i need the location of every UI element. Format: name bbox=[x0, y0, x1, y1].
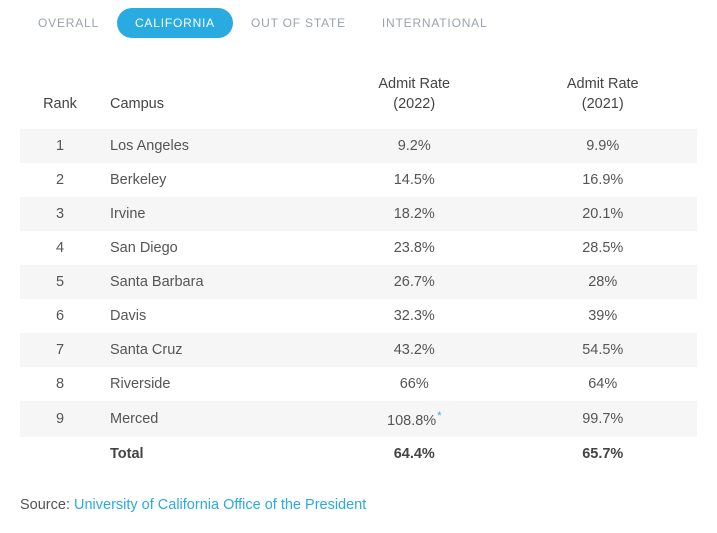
cell-rate-2021: 99.7% bbox=[509, 401, 698, 438]
cell-total-2022: 64.4% bbox=[320, 437, 509, 471]
col-header-rate-2021: Admit Rate (2021) bbox=[509, 66, 698, 129]
cell-rank bbox=[20, 437, 100, 471]
cell-rate-2021: 28.5% bbox=[509, 231, 698, 265]
col-header-rate-2021-l2: (2021) bbox=[582, 96, 624, 112]
cell-rate-2022: 26.7% bbox=[320, 265, 509, 299]
table-row: 9Merced108.8%*99.7% bbox=[20, 401, 697, 438]
cell-rank: 4 bbox=[20, 231, 100, 265]
cell-rate-2022: 14.5% bbox=[320, 163, 509, 197]
col-header-campus: Campus bbox=[100, 66, 320, 129]
cell-campus: San Diego bbox=[100, 231, 320, 265]
source-link[interactable]: University of California Office of the P… bbox=[74, 497, 366, 513]
cell-campus: Merced bbox=[100, 401, 320, 438]
tab-overall[interactable]: OVERALL bbox=[20, 8, 117, 38]
cell-total-2021: 65.7% bbox=[509, 437, 698, 471]
cell-rate-2021: 39% bbox=[509, 299, 698, 333]
table-row: 3Irvine18.2%20.1% bbox=[20, 197, 697, 231]
cell-rate-2021: 16.9% bbox=[509, 163, 698, 197]
tab-international[interactable]: INTERNATIONAL bbox=[364, 8, 506, 38]
table-row: 1Los Angeles9.2%9.9% bbox=[20, 129, 697, 163]
col-header-rate-2022-l1: Admit Rate bbox=[378, 76, 450, 92]
cell-rate-2022: 43.2% bbox=[320, 333, 509, 367]
cell-rate-2022: 23.8% bbox=[320, 231, 509, 265]
cell-rank: 2 bbox=[20, 163, 100, 197]
cell-rate-2021: 9.9% bbox=[509, 129, 698, 163]
cell-rate-2022: 66% bbox=[320, 367, 509, 401]
table-row: 2Berkeley14.5%16.9% bbox=[20, 163, 697, 197]
tab-bar: OVERALLCALIFORNIAOUT OF STATEINTERNATION… bbox=[20, 8, 697, 38]
col-header-rate-2022: Admit Rate (2022) bbox=[320, 66, 509, 129]
cell-campus: Davis bbox=[100, 299, 320, 333]
cell-rate-2021: 64% bbox=[509, 367, 698, 401]
cell-rank: 9 bbox=[20, 401, 100, 438]
footnote-marker: * bbox=[437, 410, 441, 422]
col-header-rate-2021-l1: Admit Rate bbox=[567, 76, 639, 92]
cell-campus: Santa Barbara bbox=[100, 265, 320, 299]
tab-california[interactable]: CALIFORNIA bbox=[117, 8, 233, 38]
col-header-rank: Rank bbox=[20, 66, 100, 129]
cell-rate-2022: 18.2% bbox=[320, 197, 509, 231]
cell-campus: Berkeley bbox=[100, 163, 320, 197]
table-row: 7Santa Cruz43.2%54.5% bbox=[20, 333, 697, 367]
source-line: Source: University of California Office … bbox=[20, 497, 697, 513]
col-header-rate-2022-l2: (2022) bbox=[393, 96, 435, 112]
table-row: 5Santa Barbara26.7%28% bbox=[20, 265, 697, 299]
source-prefix: Source: bbox=[20, 497, 74, 513]
cell-rate-2022: 108.8%* bbox=[320, 401, 509, 438]
cell-rank: 3 bbox=[20, 197, 100, 231]
cell-campus: Irvine bbox=[100, 197, 320, 231]
cell-rate-2021: 20.1% bbox=[509, 197, 698, 231]
cell-campus: Santa Cruz bbox=[100, 333, 320, 367]
table-row: 8Riverside66%64% bbox=[20, 367, 697, 401]
tab-out-of-state[interactable]: OUT OF STATE bbox=[233, 8, 364, 38]
cell-rank: 5 bbox=[20, 265, 100, 299]
cell-rate-2022: 32.3% bbox=[320, 299, 509, 333]
cell-rank: 7 bbox=[20, 333, 100, 367]
cell-total-label: Total bbox=[100, 437, 320, 471]
table-row: 6Davis32.3%39% bbox=[20, 299, 697, 333]
cell-campus: Los Angeles bbox=[100, 129, 320, 163]
cell-rate-2021: 28% bbox=[509, 265, 698, 299]
cell-campus: Riverside bbox=[100, 367, 320, 401]
cell-rank: 6 bbox=[20, 299, 100, 333]
admit-rate-table: Rank Campus Admit Rate (2022) Admit Rate… bbox=[20, 66, 697, 471]
cell-rate-2022: 9.2% bbox=[320, 129, 509, 163]
cell-rank: 8 bbox=[20, 367, 100, 401]
table-row: 4San Diego23.8%28.5% bbox=[20, 231, 697, 265]
cell-rank: 1 bbox=[20, 129, 100, 163]
cell-rate-2021: 54.5% bbox=[509, 333, 698, 367]
table-row-total: Total64.4%65.7% bbox=[20, 437, 697, 471]
